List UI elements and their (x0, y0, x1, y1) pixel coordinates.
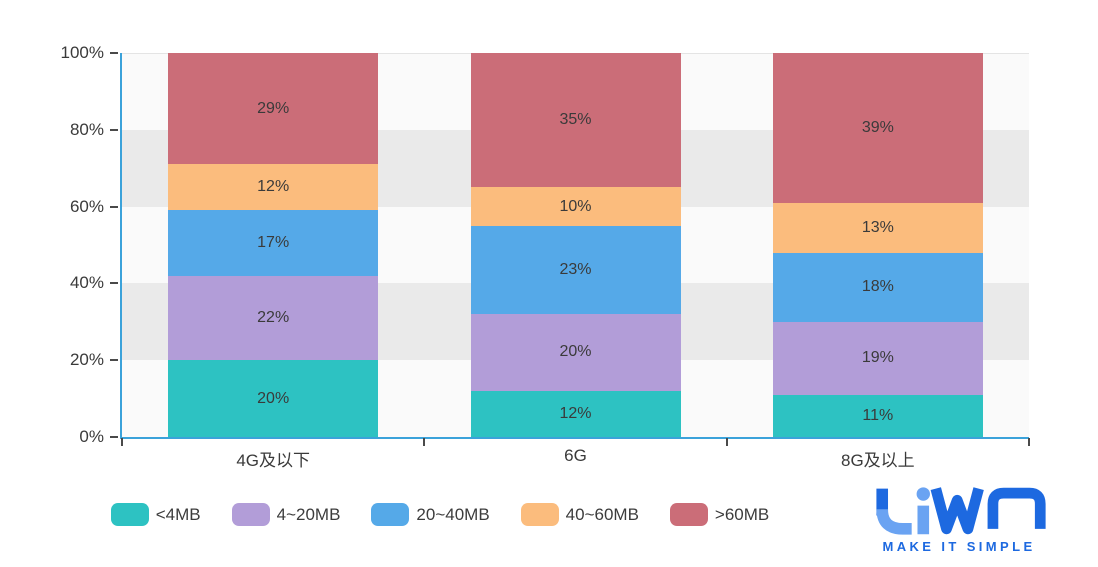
legend-swatch (231, 503, 270, 526)
legend-label: 40~60MB (565, 504, 639, 524)
y-axis-line (120, 53, 122, 437)
legend-swatch (520, 503, 559, 526)
legend-label: 4~20MB (276, 504, 341, 524)
segment-value-label: 29% (257, 99, 290, 117)
segment-value-label: 35% (559, 111, 592, 129)
legend-item-4~20MB[interactable]: 4~20MB (231, 503, 341, 526)
y-axis-tick (110, 359, 118, 362)
liwa-logo-icon (876, 487, 1046, 535)
x-category-label-4G及以下: 4G及以下 (236, 451, 310, 470)
segment-value-label: 20% (257, 389, 290, 407)
logo-letter-l-hook (876, 508, 912, 535)
stacked-bar-4G及以下: 29% 12% 17% 22% 20% (168, 53, 379, 437)
bar-segment-<4MB: 20% (168, 360, 379, 437)
x-axis-labels: 4G及以下 6G 8G及以上 (122, 446, 1029, 472)
segment-value-label: 12% (257, 178, 290, 196)
bar-segment-40~60MB: 13% (772, 202, 983, 253)
legend-item-20~40MB[interactable]: 20~40MB (371, 503, 490, 526)
segment-value-label: 13% (861, 218, 894, 236)
bar-segment-20~40MB: 18% (772, 252, 983, 322)
bar-segment-4~20MB: 19% (772, 321, 983, 395)
segment-value-label: 18% (861, 278, 894, 296)
y-tick-label-0%: 0% (79, 427, 104, 446)
segment-value-label: 17% (257, 234, 290, 252)
bar-segment-20~40MB: 23% (470, 225, 681, 315)
segment-value-label: 12% (559, 404, 592, 422)
bars-layer: 29% 12% 17% 22% 20% 35% 10% 23% 20% 12% 39% 13% 18% 1… (122, 53, 1029, 437)
legend-label: <4MB (155, 504, 201, 524)
y-axis-tick (110, 52, 118, 54)
x-axis-tick (423, 438, 426, 446)
bar-segment-40~60MB: 10% (470, 187, 681, 226)
bar-segment->60MB: 35% (470, 53, 681, 188)
legend-item-<4MB[interactable]: <4MB (110, 503, 201, 526)
legend-item-40~60MB[interactable]: 40~60MB (520, 503, 639, 526)
logo-tagline: MAKE IT SIMPLE (882, 539, 1036, 554)
legend-label: >60MB (714, 504, 770, 524)
legend-item->60MB[interactable]: >60MB (669, 503, 770, 526)
stacked-bar-8G及以上: 39% 13% 18% 19% 11% (772, 53, 983, 437)
segment-value-label: 10% (559, 197, 592, 215)
logo-letter-w (930, 487, 984, 535)
bar-segment-40~60MB: 12% (168, 164, 379, 211)
segment-value-label: 11% (862, 406, 894, 424)
stacked-bar-6G: 35% 10% 23% 20% 12% (470, 53, 681, 437)
bar-segment->60MB: 29% (168, 53, 379, 165)
y-axis-tick (110, 436, 118, 438)
bar-segment-4~20MB: 20% (470, 314, 681, 391)
y-axis-tick (110, 205, 118, 208)
segment-value-label: 20% (559, 343, 592, 361)
segment-value-label: 19% (861, 349, 894, 367)
segment-value-label: 39% (861, 118, 894, 136)
bar-segment-<4MB: 11% (772, 394, 983, 437)
x-axis-line (120, 437, 1029, 439)
y-tick-label-20%: 20% (69, 350, 104, 370)
y-tick-label-80%: 80% (69, 119, 104, 139)
y-tick-label-40%: 40% (69, 273, 104, 293)
plot-area: 29% 12% 17% 22% 20% 35% 10% 23% 20% 12% 39% 13% 18% 1… (110, 52, 1030, 446)
bar-segment-20~40MB: 17% (168, 210, 379, 276)
segment-value-label: 23% (559, 260, 592, 278)
y-axis-tick (110, 128, 118, 131)
y-tick-label-100%: 100% (60, 43, 104, 62)
legend-swatch (110, 503, 149, 526)
y-axis-labels: 0% 20% 40% 60% 80% 100% (0, 43, 104, 446)
x-category-label-8G及以上: 8G及以上 (840, 451, 915, 470)
segment-value-label: 22% (257, 308, 290, 326)
bar-segment-<4MB: 12% (470, 390, 681, 437)
legend: <4MB 4~20MB 20~40MB 40~60MB >60MB (0, 503, 880, 526)
legend-swatch (371, 503, 410, 526)
x-axis-tick (1028, 438, 1030, 446)
legend-label: 20~40MB (416, 504, 490, 524)
y-axis-tick (110, 282, 118, 285)
x-category-label-6G: 6G (564, 446, 587, 465)
brand-logo: MAKE IT SIMPLE (866, 486, 1052, 554)
logo-letter-i-dot (916, 487, 930, 501)
bar-segment->60MB: 39% (772, 53, 983, 203)
bar-segment-4~20MB: 22% (168, 275, 379, 361)
x-axis-tick (121, 438, 123, 446)
y-tick-label-60%: 60% (69, 196, 104, 216)
logo-letter-a (987, 487, 1046, 529)
x-axis-tick (725, 438, 728, 446)
legend-swatch (669, 503, 708, 526)
